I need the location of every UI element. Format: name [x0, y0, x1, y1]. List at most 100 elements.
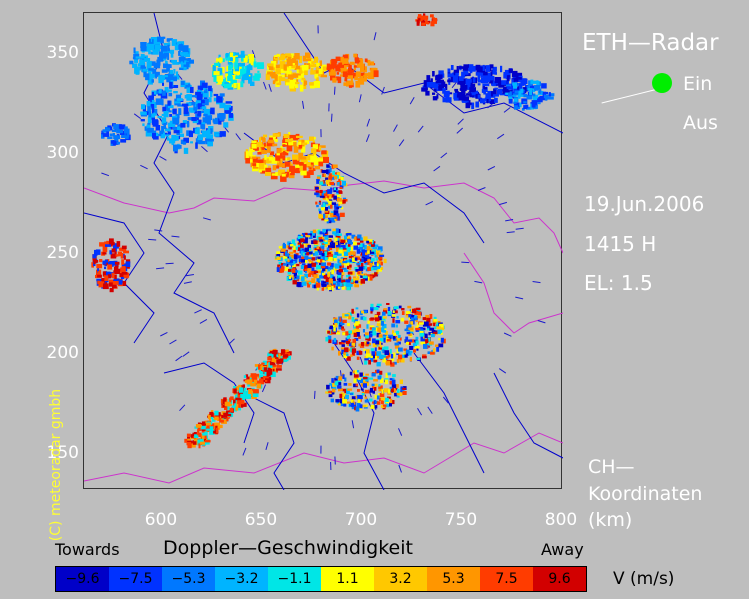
echo-pixel [433, 348, 436, 352]
echo-pixel [324, 236, 329, 240]
echo-pixel [257, 160, 263, 166]
echo-pixel [146, 101, 152, 107]
echo-pixel [259, 378, 265, 385]
echo-pixel [207, 138, 214, 142]
echo-pixel [371, 351, 375, 356]
echo-pixel [282, 354, 289, 358]
echo-pixel [191, 95, 197, 98]
echo-pixel [331, 58, 337, 63]
echo-pixel [229, 61, 234, 69]
echo-pixel [250, 390, 254, 396]
echo-pixel [369, 263, 373, 268]
echo-pixel [184, 83, 190, 89]
echo-pixel [237, 54, 244, 58]
echo-pixel [275, 64, 280, 69]
echo-pixel [293, 73, 299, 78]
echo-pixel [427, 324, 431, 329]
echo-pixel [467, 64, 474, 71]
clutter-tick [160, 331, 168, 337]
echo-pixel [415, 307, 421, 311]
echo-pixel [329, 181, 335, 185]
echo-pixel [336, 204, 339, 207]
echo-pixel [362, 404, 367, 408]
echo-pixel [315, 77, 319, 83]
echo-pixel [299, 162, 304, 166]
echo-pixel [385, 360, 391, 366]
echo-pixel [332, 324, 337, 327]
echo-pixel [252, 164, 260, 169]
echo-pixel [423, 13, 426, 18]
echo-pixel [162, 106, 167, 112]
echo-pixel [305, 235, 311, 238]
echo-pixel [276, 254, 281, 258]
echo-pixel [93, 260, 96, 265]
echo-pixel [467, 102, 472, 105]
echo-pixel [345, 260, 350, 263]
echo-pixel [330, 285, 334, 291]
echo-pixel [356, 356, 360, 360]
echo-pixel [445, 92, 450, 100]
echo-pixel [426, 327, 431, 331]
echo-pixel [245, 151, 249, 158]
echo-pixel [365, 353, 371, 358]
echo-pixel [232, 75, 238, 81]
clutter-tick [440, 152, 448, 159]
echo-pixel [516, 83, 521, 87]
echo-pixel [124, 135, 129, 140]
echo-pixel [488, 75, 495, 81]
echo-pixel [422, 356, 427, 359]
echo-pixel [209, 141, 213, 147]
colorbar-value: 1.1 [336, 571, 359, 587]
echo-pixel [347, 244, 351, 247]
echo-pixel [296, 263, 300, 267]
echo-pixel [333, 385, 337, 390]
echo-pixel [271, 143, 278, 147]
echo-pixel [371, 240, 374, 245]
echo-pixel [119, 247, 123, 251]
echo-pixel [341, 340, 346, 343]
echo-pixel [164, 128, 171, 132]
echo-pixel [299, 275, 303, 279]
echo-pixel [113, 124, 119, 129]
echo-pixel [231, 75, 236, 78]
echo-pixel [368, 359, 371, 365]
echo-pixel [343, 251, 349, 256]
echo-pixel [363, 251, 368, 255]
echo-pixel [333, 187, 336, 191]
echo-pixel [323, 202, 326, 207]
echo-pixel [358, 266, 364, 271]
echo-pixel [206, 121, 211, 125]
echo-pixel [241, 78, 245, 84]
echo-pixel [284, 78, 290, 86]
echo-pixel [245, 66, 247, 71]
echo-pixel [295, 65, 301, 70]
echo-pixel [149, 73, 155, 79]
echo-pixel [227, 56, 232, 64]
echo-pixel [298, 258, 302, 262]
echo-pixel [326, 255, 329, 259]
clutter-tick [515, 296, 524, 300]
echo-pixel [165, 89, 172, 92]
echo-pixel [246, 376, 250, 382]
echo-pixel [183, 107, 189, 115]
echo-pixel [387, 372, 391, 376]
echo-pixel [432, 92, 436, 95]
echo-pixel [327, 262, 332, 266]
echo-pixel [315, 186, 319, 190]
echo-pixel [116, 128, 120, 134]
echo-pixel [350, 246, 354, 251]
echo-pixel [285, 64, 289, 70]
echo-pixel [287, 74, 294, 79]
echo-pixel [152, 39, 155, 45]
echo-pixel [196, 119, 202, 125]
echo-pixel [167, 64, 172, 68]
echo-pixel [153, 42, 161, 48]
echo-pixel [108, 279, 114, 285]
echo-pixel [330, 194, 335, 198]
echo-pixel [227, 62, 233, 65]
echo-pixel [422, 354, 427, 358]
echo-pixel [458, 76, 464, 81]
velocity-colorbar: −9.6 −7.5 −5.3 −3.2 −1.1 1.1 3.2 5.3 7.5… [55, 566, 587, 592]
echo-pixel [335, 284, 338, 287]
echo-pixel [142, 123, 145, 127]
